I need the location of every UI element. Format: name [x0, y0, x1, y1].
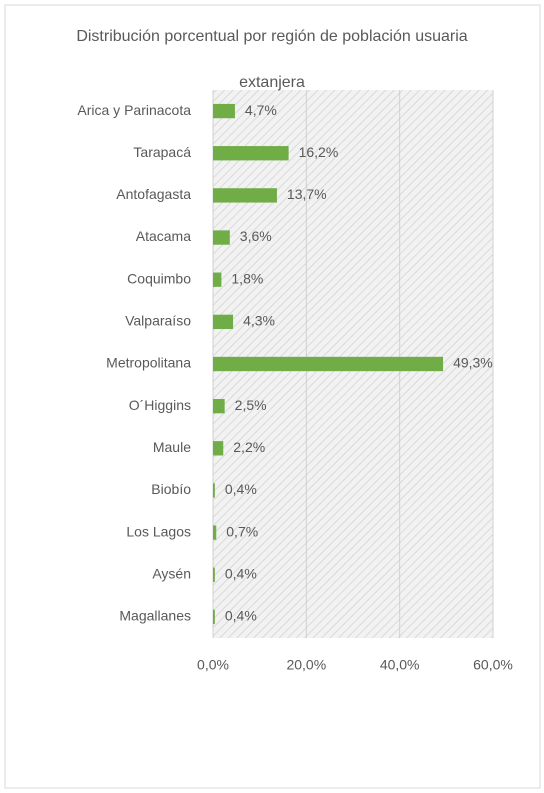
data-label: 49,3% — [453, 355, 493, 371]
y-tick-label: O´Higgins — [129, 397, 191, 413]
data-label: 16,2% — [299, 144, 339, 160]
data-label: 4,7% — [245, 102, 277, 118]
y-tick-label: Magallanes — [119, 608, 191, 624]
bar — [213, 103, 235, 119]
y-tick-label: Coquimbo — [127, 270, 191, 286]
data-label: 2,2% — [233, 439, 265, 455]
bar — [213, 146, 289, 161]
data-label: 4,3% — [243, 313, 275, 329]
bar — [213, 525, 217, 540]
bar — [213, 356, 444, 372]
y-tick-label: Metropolitana — [106, 355, 191, 371]
y-tick-label: Los Lagos — [126, 523, 191, 539]
data-label: 3,6% — [240, 228, 272, 244]
bar — [213, 609, 215, 625]
x-tick-label: 20,0% — [286, 657, 326, 673]
y-tick-label: Tarapacá — [133, 144, 191, 160]
data-label: 1,8% — [231, 270, 263, 286]
bar — [213, 230, 230, 245]
y-tick-label: Valparaíso — [125, 313, 191, 329]
bar — [213, 272, 222, 287]
data-label: 2,5% — [235, 397, 267, 413]
bar — [213, 441, 224, 456]
bar — [213, 314, 234, 330]
bar — [213, 483, 215, 498]
chart-title: Distribución porcentual por región de po… — [76, 28, 468, 91]
y-tick-label: Maule — [153, 439, 191, 455]
data-label: 0,4% — [225, 565, 257, 581]
y-tick-label: Antofagasta — [116, 186, 191, 202]
y-tick-label: Arica y Parinacota — [77, 102, 191, 118]
data-label: 13,7% — [287, 186, 327, 202]
x-tick-label: 60,0% — [473, 657, 513, 673]
bar — [213, 398, 225, 414]
x-tick-label: 0,0% — [197, 657, 229, 673]
y-tick-label: Biobío — [151, 481, 191, 497]
bar — [213, 567, 215, 582]
chart-border — [4, 4, 541, 789]
y-tick-label: Aysén — [152, 565, 191, 581]
x-tick-label: 40,0% — [380, 657, 420, 673]
data-label: 0,4% — [225, 608, 257, 624]
bar — [213, 188, 277, 203]
data-label: 0,7% — [226, 523, 258, 539]
data-label: 0,4% — [225, 481, 257, 497]
y-tick-label: Atacama — [136, 228, 191, 244]
